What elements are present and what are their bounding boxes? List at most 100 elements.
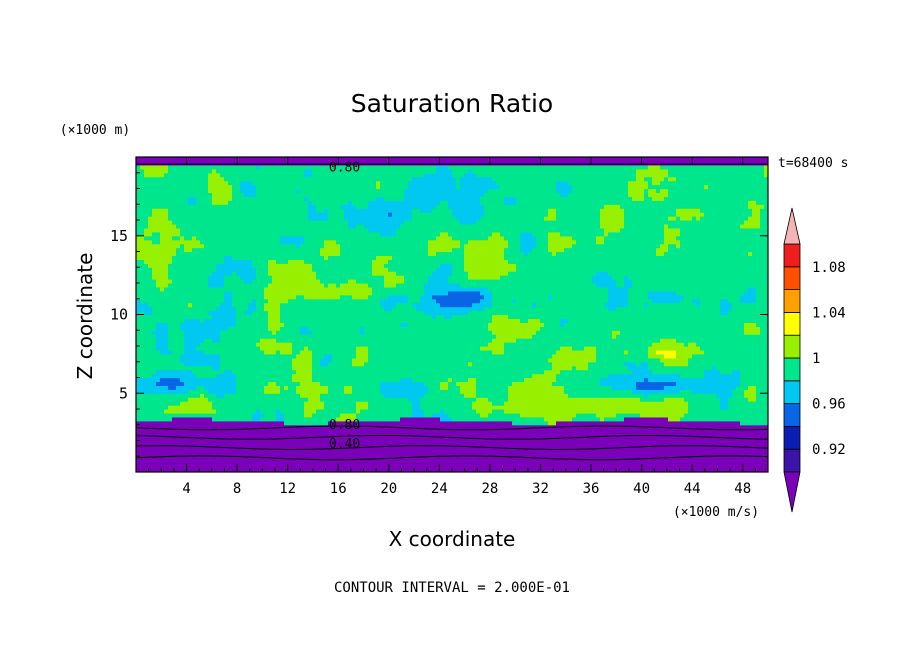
- field-cell: [180, 464, 185, 469]
- field-cell: [308, 283, 313, 288]
- field-cell: [228, 456, 233, 461]
- field-cell: [312, 353, 317, 359]
- field-cell: [332, 416, 337, 422]
- field-cell: [204, 290, 209, 296]
- field-cell: [324, 397, 329, 402]
- field-cell: [208, 164, 213, 170]
- field-cell: [228, 409, 233, 414]
- field-cell: [364, 306, 369, 312]
- field-cell: [172, 271, 177, 276]
- field-cell: [184, 393, 189, 398]
- field-cell: [288, 275, 293, 280]
- field-cell: [288, 420, 293, 426]
- field-cell: [280, 306, 285, 312]
- field-cell: [184, 318, 189, 323]
- field-cell: [208, 456, 213, 461]
- field-cell: [360, 318, 365, 323]
- field-cell: [176, 192, 181, 197]
- field-cell: [164, 436, 169, 442]
- field-cell: [176, 239, 181, 245]
- field-cell: [304, 420, 309, 426]
- field-cell: [176, 342, 181, 347]
- field-cell: [252, 369, 257, 375]
- field-cell: [308, 196, 313, 201]
- field-cell: [344, 267, 349, 272]
- field-cell: [332, 393, 337, 398]
- field-cell: [156, 271, 161, 276]
- field-cell: [248, 314, 253, 320]
- field-cell: [264, 227, 269, 233]
- field-cell: [192, 172, 197, 178]
- field-cell: [256, 200, 261, 205]
- field-cell: [164, 346, 169, 351]
- field-cell: [176, 361, 181, 367]
- field-cell: [236, 286, 241, 292]
- field-cell: [360, 428, 365, 434]
- field-cell: [156, 157, 161, 162]
- field-cell: [276, 377, 281, 383]
- field-cell: [348, 180, 353, 186]
- field-cell: [240, 157, 245, 162]
- field-cell: [348, 200, 353, 205]
- field-cell: [232, 247, 237, 253]
- field-cell: [140, 349, 145, 355]
- field-cell: [260, 196, 265, 201]
- field-cell: [332, 208, 337, 213]
- field-cell: [288, 361, 293, 367]
- field-cell: [172, 200, 177, 205]
- field-cell: [344, 259, 349, 264]
- field-cell: [384, 369, 389, 375]
- field-cell: [252, 314, 257, 320]
- field-cell: [144, 349, 149, 355]
- field-cell: [180, 227, 185, 233]
- field-cell: [352, 468, 357, 472]
- field-cell: [336, 279, 341, 284]
- field-cell: [344, 436, 349, 442]
- field-cell: [224, 290, 229, 296]
- field-cell: [156, 405, 161, 410]
- field-cell: [252, 357, 257, 363]
- field-cell: [280, 314, 285, 320]
- field-cell: [276, 243, 281, 249]
- field-cell: [184, 377, 189, 383]
- field-cell: [348, 318, 353, 323]
- field-cell: [368, 172, 373, 178]
- field-cell: [204, 271, 209, 276]
- field-cell: [176, 267, 181, 272]
- field-cell: [260, 420, 265, 426]
- field-cell: [344, 243, 349, 249]
- field-cell: [192, 310, 197, 316]
- field-cell: [356, 381, 361, 386]
- field-cell: [360, 157, 365, 162]
- field-cell: [180, 412, 185, 418]
- field-cell: [300, 164, 305, 170]
- field-cell: [264, 369, 269, 375]
- field-cell: [316, 243, 321, 249]
- field-cell: [336, 381, 341, 386]
- field-cell: [372, 412, 377, 418]
- field-cell: [324, 286, 329, 292]
- field-cell: [140, 302, 145, 308]
- field-cell: [384, 393, 389, 398]
- field-cell: [140, 452, 145, 457]
- field-cell: [376, 220, 381, 225]
- field-cell: [244, 342, 249, 347]
- field-cell: [208, 157, 213, 162]
- field-cell: [324, 164, 329, 170]
- field-cell: [148, 279, 153, 284]
- field-cell: [240, 200, 245, 205]
- field-cell: [240, 377, 245, 383]
- field-cell: [152, 346, 157, 351]
- field-cell: [216, 157, 221, 162]
- field-cell: [328, 231, 333, 237]
- field-cell: [380, 263, 385, 268]
- field-cell: [376, 164, 381, 170]
- field-cell: [280, 393, 285, 398]
- field-cell: [244, 290, 249, 296]
- field-cell: [292, 373, 297, 379]
- field-cell: [264, 172, 269, 178]
- field-cell: [280, 353, 285, 359]
- field-cell: [328, 298, 333, 304]
- field-cell: [360, 393, 365, 398]
- field-cell: [312, 192, 317, 197]
